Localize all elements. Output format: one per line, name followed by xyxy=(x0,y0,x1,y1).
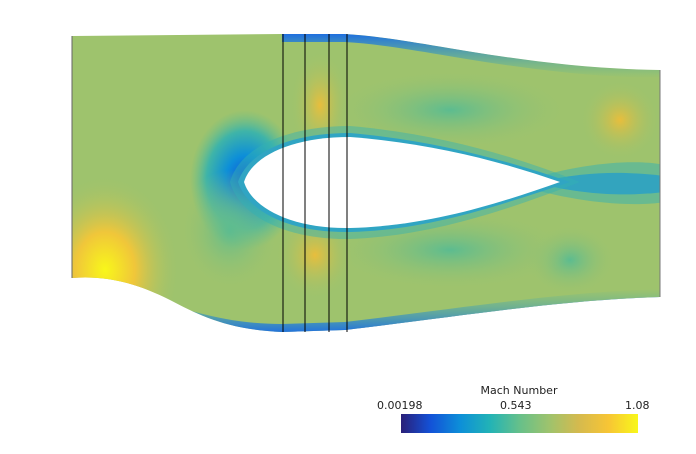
colorbar-max-label: 1.08 xyxy=(625,399,650,412)
colorbar-mid-label: 0.543 xyxy=(500,399,532,412)
colorbar-title: Mach Number xyxy=(480,384,558,397)
colorbar-gradient xyxy=(401,414,638,433)
probe-lines xyxy=(282,34,348,332)
airfoil-body xyxy=(244,137,560,229)
colorbar-min-label: 0.00198 xyxy=(377,399,423,412)
